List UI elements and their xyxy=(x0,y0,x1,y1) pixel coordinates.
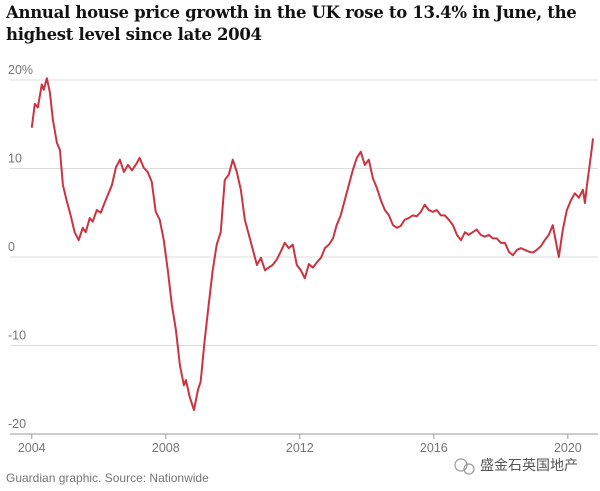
x-tick-label: 2008 xyxy=(152,441,180,455)
y-tick-label: 10 xyxy=(8,152,22,166)
y-tick-label: -10 xyxy=(8,329,26,343)
x-tick-label: 2004 xyxy=(18,441,46,455)
y-tick-label: 0 xyxy=(8,240,15,254)
watermark-text: 盛金石英国地产 xyxy=(480,457,578,473)
y-tick-label: 20% xyxy=(8,63,33,77)
x-tick-label: 2016 xyxy=(420,441,448,455)
source: Guardian graphic. Source: Nationwide xyxy=(6,471,209,485)
y-tick-label: -20 xyxy=(8,417,26,431)
line xyxy=(30,77,594,412)
x-tick-label: 2020 xyxy=(554,441,582,455)
chart-title: Annual house price growth in the UK rose… xyxy=(6,3,577,44)
x-tick-label: 2012 xyxy=(286,441,314,455)
watermark-icon xyxy=(463,463,475,475)
watermark: 盛金石英国地产 xyxy=(454,457,578,475)
